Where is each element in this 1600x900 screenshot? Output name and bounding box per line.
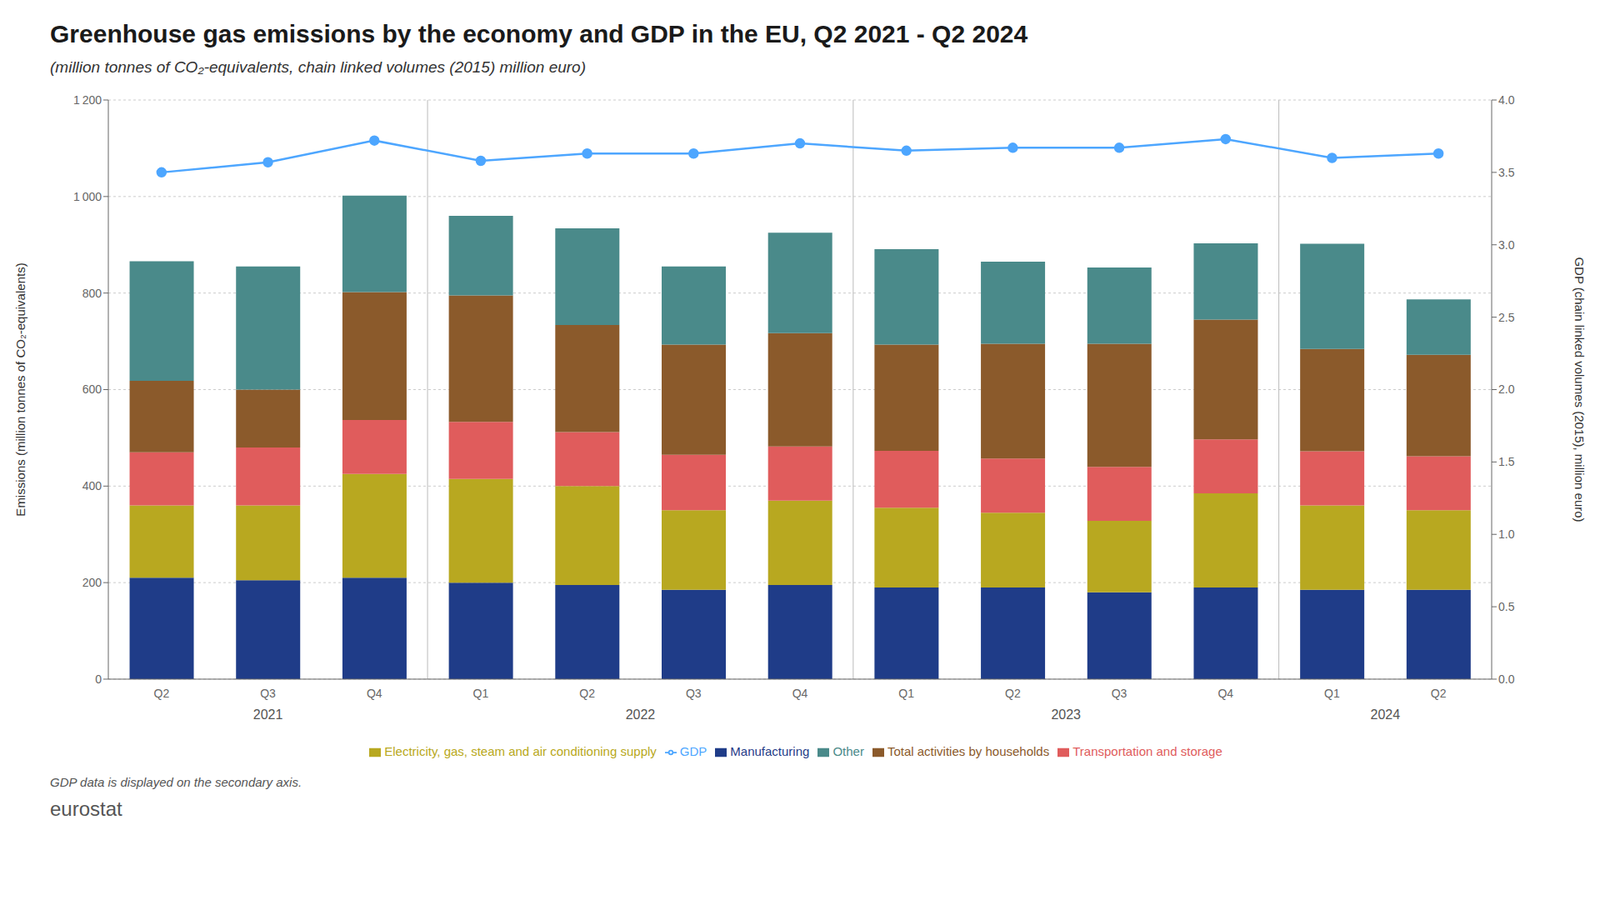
svg-text:0: 0	[95, 672, 102, 686]
html-text:(million tonnes of CO₂-equival: (million tonnes of CO₂-equivalents, chai…	[50, 58, 586, 76]
svg-text:600: 600	[82, 382, 103, 396]
svg-text:200: 200	[82, 575, 103, 590]
html-text:GDP data is displayed on the s: GDP data is displayed on the secondary a…	[50, 775, 302, 790]
svg-text:3.5: 3.5	[1498, 165, 1515, 180]
svg-text:400: 400	[82, 479, 103, 493]
html-text:Greenhouse gas emissions by th: Greenhouse gas emissions by the economy …	[50, 20, 1028, 48]
svg-text:0.0: 0.0	[1498, 672, 1515, 686]
svg-text:Q3: Q3	[685, 686, 702, 700]
svg-text:2024: 2024	[1370, 707, 1401, 722]
svg-text:Q1: Q1	[473, 686, 490, 700]
html-text:eurostat: eurostat	[50, 797, 123, 820]
svg-text:Q3: Q3	[260, 686, 276, 700]
svg-text:1 200: 1 200	[73, 93, 102, 107]
svg-text:3.0: 3.0	[1498, 238, 1515, 252]
svg-text:2.5: 2.5	[1498, 310, 1515, 325]
svg-text:Emissions (million tonnes of C: Emissions (million tonnes of CO₂-equival…	[13, 262, 28, 516]
svg-text:GDP (chain linked volumes (201: GDP (chain linked volumes (2015), millio…	[1572, 256, 1587, 522]
html-text:Electricity, gas, steam and ai: Electricity, gas, steam and air conditio…	[384, 744, 657, 759]
svg-text:800: 800	[82, 286, 103, 300]
html-text:GDP: GDP	[679, 744, 707, 759]
svg-text:1.5: 1.5	[1498, 455, 1515, 469]
svg-text:0.5: 0.5	[1498, 600, 1515, 614]
svg-text:2022: 2022	[625, 707, 656, 722]
svg-text:Q2: Q2	[579, 686, 595, 700]
svg-text:1.0: 1.0	[1498, 527, 1515, 541]
html-text:Total activities by households: Total activities by households	[887, 744, 1050, 759]
svg-text:2023: 2023	[1050, 707, 1081, 722]
svg-text:Q2: Q2	[1430, 686, 1447, 700]
svg-text:2.0: 2.0	[1498, 382, 1515, 396]
svg-text:Q1: Q1	[1324, 686, 1340, 700]
svg-text:Q4: Q4	[792, 686, 809, 700]
svg-text:Q4: Q4	[1217, 686, 1234, 700]
svg-text:Q3: Q3	[1111, 686, 1128, 700]
svg-text:1 000: 1 000	[73, 190, 102, 204]
svg-text:Q1: Q1	[898, 686, 915, 700]
html-text:Other: Other	[832, 744, 865, 759]
svg-text:2021: 2021	[253, 707, 284, 722]
html-text:Transportation and storage: Transportation and storage	[1072, 744, 1223, 759]
svg-text:Q4: Q4	[366, 686, 383, 700]
html-text:Manufacturing: Manufacturing	[730, 744, 810, 759]
svg-text:Q2: Q2	[1005, 686, 1021, 700]
svg-text:Q2: Q2	[154, 686, 170, 700]
svg-text:4.0: 4.0	[1498, 93, 1515, 107]
